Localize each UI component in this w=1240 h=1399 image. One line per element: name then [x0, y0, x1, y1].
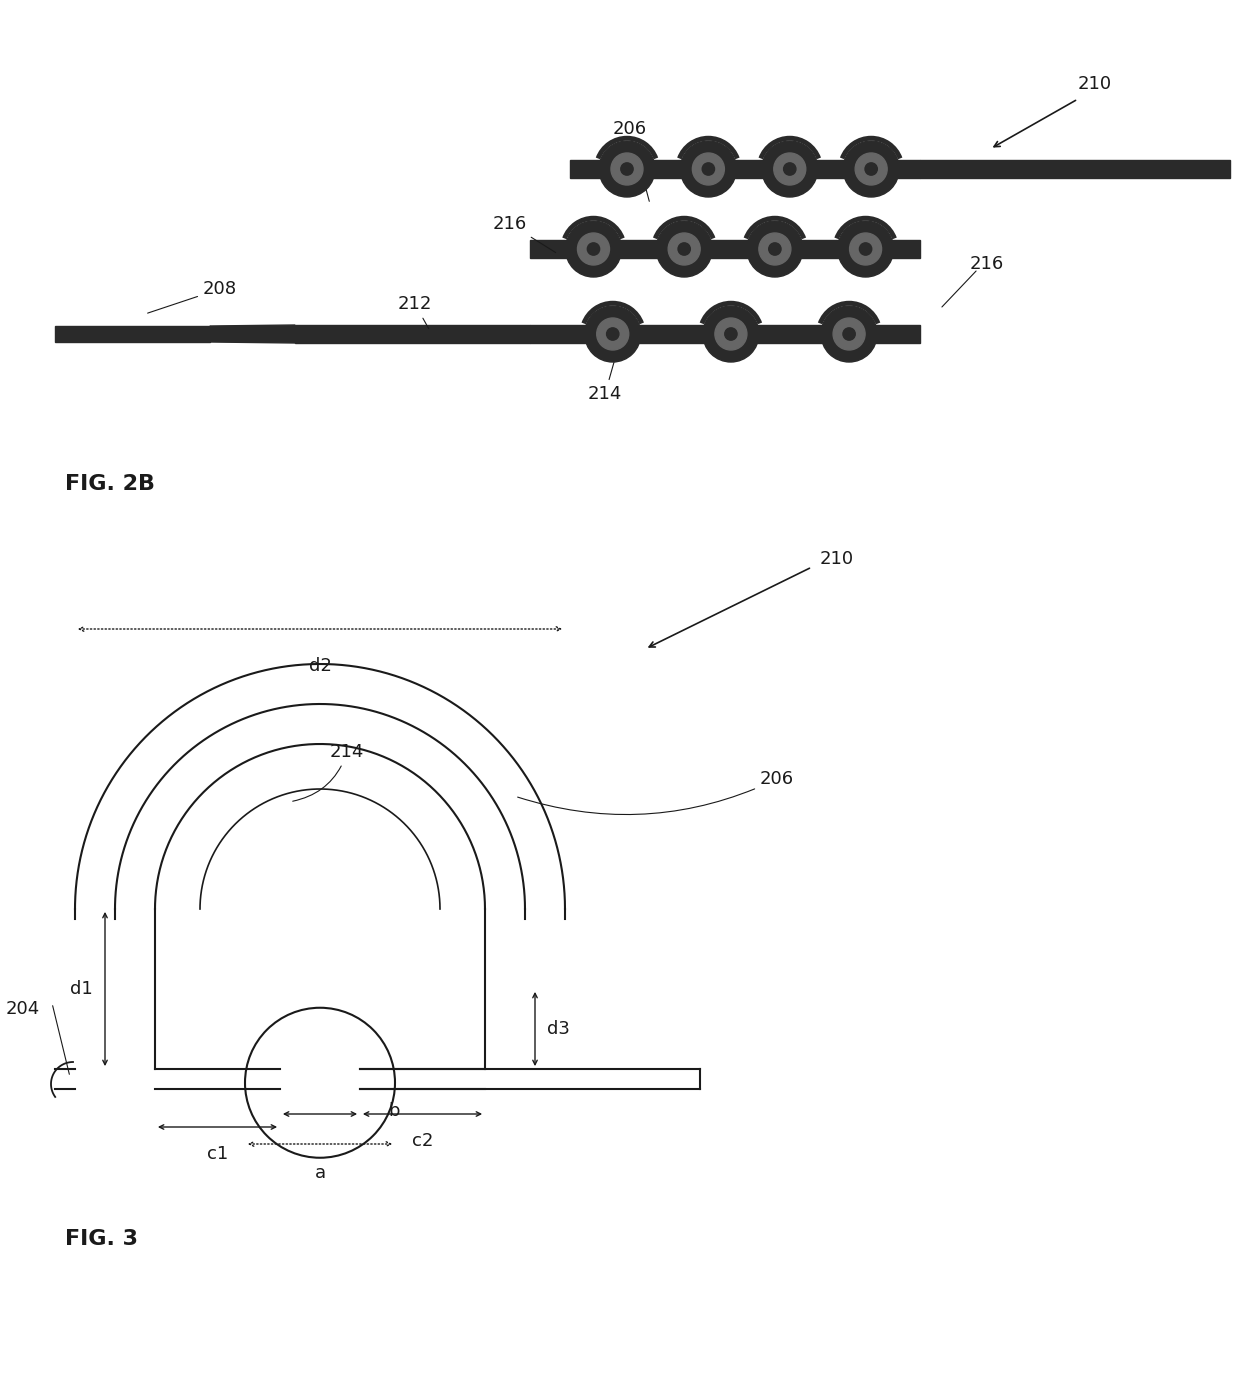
Text: 208: 208 [148, 280, 237, 313]
Text: 210: 210 [1078, 76, 1112, 92]
Bar [570, 159, 920, 178]
Text: 216: 216 [492, 215, 556, 253]
Circle shape [588, 243, 600, 255]
Text: FIG. 3: FIG. 3 [64, 1228, 138, 1249]
Circle shape [843, 141, 899, 197]
Circle shape [859, 243, 872, 255]
Circle shape [724, 327, 737, 340]
Polygon shape [210, 325, 295, 343]
Circle shape [759, 234, 791, 264]
Text: 216: 216 [970, 255, 1004, 273]
Text: b: b [388, 1102, 399, 1121]
Text: 206: 206 [613, 120, 650, 201]
Bar [529, 325, 920, 343]
Text: 214: 214 [293, 743, 365, 802]
Text: d2: d2 [309, 658, 331, 674]
Circle shape [866, 162, 878, 175]
Circle shape [668, 234, 701, 264]
Circle shape [656, 221, 712, 277]
Text: c2: c2 [412, 1132, 433, 1150]
Circle shape [578, 234, 610, 264]
Circle shape [761, 141, 817, 197]
Bar [529, 241, 920, 257]
Circle shape [703, 306, 759, 362]
Circle shape [678, 243, 691, 255]
Text: 210: 210 [820, 550, 854, 568]
Circle shape [784, 162, 796, 175]
Text: d3: d3 [547, 1020, 570, 1038]
Text: 212: 212 [398, 295, 433, 329]
Circle shape [681, 141, 737, 197]
Circle shape [837, 221, 894, 277]
Circle shape [833, 318, 866, 350]
Circle shape [774, 152, 806, 185]
Circle shape [606, 327, 619, 340]
Circle shape [611, 152, 644, 185]
Circle shape [856, 152, 887, 185]
Circle shape [565, 221, 621, 277]
Circle shape [621, 162, 634, 175]
Text: FIG. 2B: FIG. 2B [64, 474, 155, 494]
Text: a: a [315, 1164, 326, 1182]
Bar [295, 325, 529, 343]
Circle shape [599, 141, 655, 197]
Text: c1: c1 [207, 1144, 228, 1163]
Circle shape [746, 221, 802, 277]
Text: 214: 214 [588, 344, 622, 403]
Bar [920, 159, 1230, 178]
FancyArrow shape [55, 326, 210, 341]
Circle shape [692, 152, 724, 185]
Text: d1: d1 [71, 981, 93, 997]
Circle shape [596, 318, 629, 350]
Circle shape [843, 327, 856, 340]
Circle shape [715, 318, 746, 350]
Circle shape [585, 306, 641, 362]
Circle shape [849, 234, 882, 264]
Text: 204: 204 [6, 1000, 40, 1018]
Circle shape [769, 243, 781, 255]
Text: 206: 206 [517, 769, 794, 814]
Circle shape [821, 306, 877, 362]
Circle shape [702, 162, 714, 175]
